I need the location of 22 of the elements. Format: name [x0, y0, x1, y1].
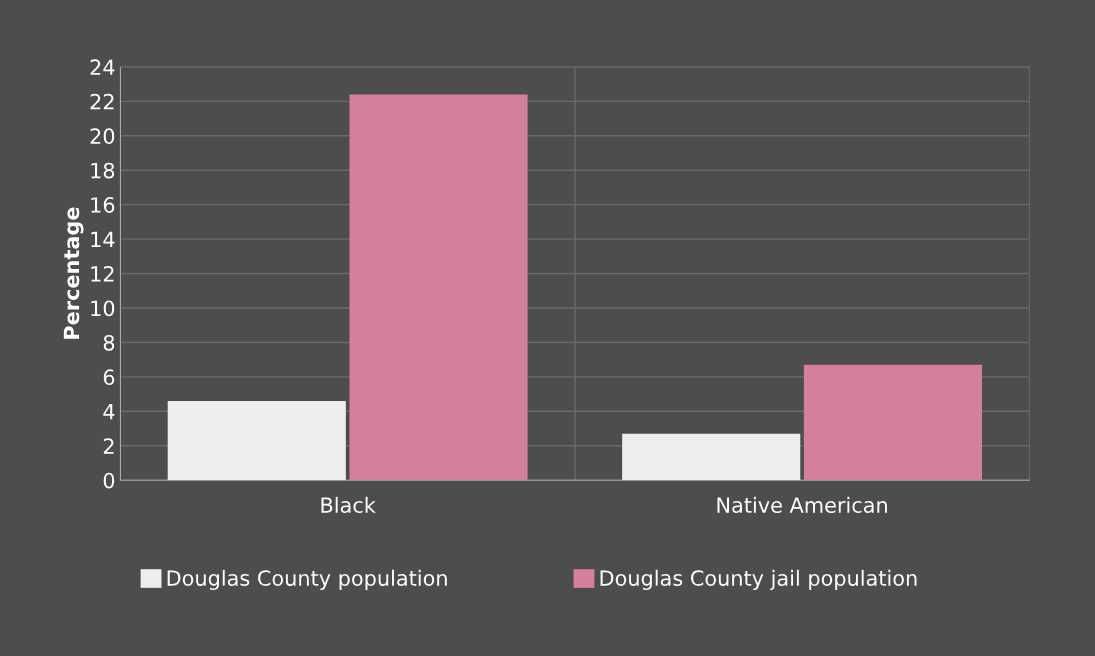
y-tick-label: 0	[103, 472, 115, 489]
y-tick-label: 2	[103, 438, 114, 454]
y-tick-label: 22	[90, 93, 114, 110]
y-tick-label: 24	[90, 59, 115, 75]
x-tick-label: Black	[321, 496, 376, 513]
y-tick-label: 8	[103, 334, 115, 351]
y-tick-label: 16	[91, 197, 115, 213]
bar	[349, 94, 528, 481]
y-tick-label: 18	[91, 162, 115, 179]
y-tick-label: 4	[103, 404, 115, 420]
y-tick-label: 6	[103, 369, 115, 386]
y-tick-label: 12	[91, 266, 114, 282]
x-tick-label: Native American	[717, 496, 887, 513]
y-tick-label: 20	[90, 128, 115, 144]
y-tick-label: 14	[91, 231, 115, 248]
bar	[622, 433, 801, 481]
y-axis-title: Percentage	[63, 207, 84, 339]
y-tick-label: 10	[91, 300, 115, 317]
bar	[167, 400, 346, 481]
legend-label: Douglas County population	[167, 569, 447, 590]
legend-label: Douglas County jail population	[600, 569, 917, 590]
bar	[803, 364, 983, 481]
